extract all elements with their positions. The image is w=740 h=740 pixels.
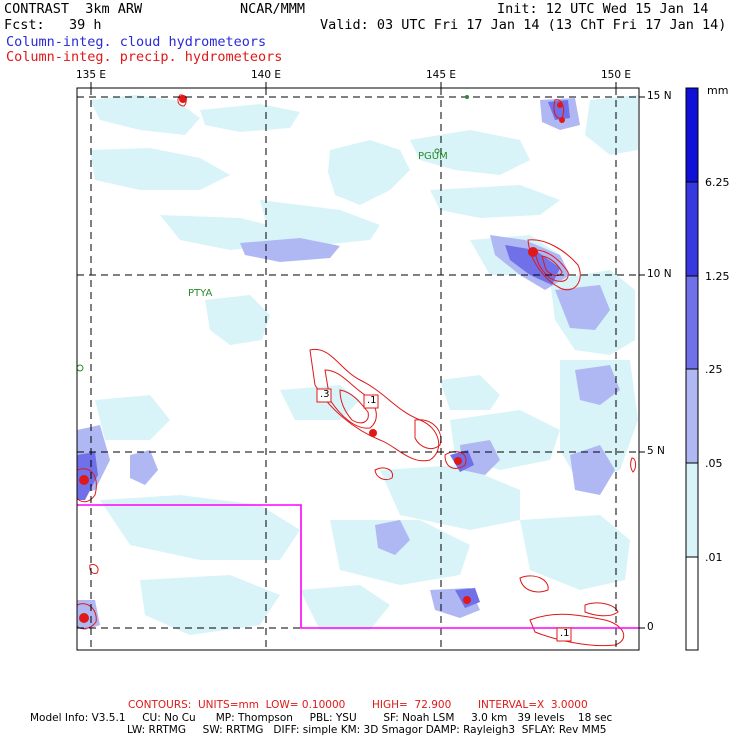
org-label: NCAR/MMM (240, 1, 306, 17)
cloud-level-1 (90, 95, 638, 635)
contour-label: .1 (367, 395, 377, 406)
map-border (76, 87, 640, 651)
colorbar-level-5 (686, 88, 698, 182)
valid-time: Valid: 03 UTC Fri 17 Jan 14 (13 ChT Fri … (320, 17, 727, 33)
precip-maxima (79, 95, 565, 623)
lon-label-150: 150 E (601, 69, 632, 81)
colorbar (685, 87, 699, 651)
lon-label-135: 135 E (76, 69, 107, 81)
forecast-hour: Fcst: 39 h (4, 17, 102, 33)
colorbar-level-1 (686, 463, 698, 557)
contour-label: .3 (320, 389, 330, 400)
lat-label-5n: 5 N (647, 445, 665, 457)
contour-info: CONTOURS: UNITS=mm LOW= 0.10000 HIGH= 72… (128, 699, 588, 711)
colorbar-unit: mm (707, 84, 729, 97)
colorbar-level-3 (686, 276, 698, 369)
init-time: Init: 12 UTC Wed 15 Jan 14 (497, 1, 709, 17)
colorbar-label-0-25: .25 (705, 363, 723, 376)
contour-label: .1 (560, 628, 570, 639)
product-title: CONTRAST 3km ARW (4, 1, 143, 17)
colorbar-label-0-05: .05 (705, 457, 723, 470)
colorbar-label-1-25: 1.25 (705, 270, 730, 283)
station-pgum: PGUM (418, 151, 448, 162)
lat-label-15n: 15 N (647, 90, 672, 102)
lat-label-0: 0 (647, 621, 654, 633)
station-ptya: PTYA (188, 288, 213, 299)
colorbar-label-0-01: .01 (705, 551, 723, 564)
lon-label-145: 145 E (426, 69, 457, 81)
model-info-line1: Model Info: V3.5.1 CU: No Cu MP: Thompso… (30, 712, 613, 724)
lon-label-140: 140 E (251, 69, 282, 81)
colorbar-level-2 (686, 369, 698, 463)
field-cloud-label: Column-integ. cloud hydrometeors (6, 34, 267, 50)
cloud-hydrometeor-fill (77, 95, 638, 635)
model-info-line2: LW: RRTMG SW: RRTMG DIFF: simple KM: 3D … (127, 724, 607, 736)
colorbar-label-6-25: 6.25 (705, 176, 730, 189)
nested-domain-box (77, 504, 639, 629)
colorbar-level-4 (686, 182, 698, 276)
contour-label-boxes (316, 388, 572, 642)
border-ticks (90, 82, 645, 629)
colorbar-level-0 (686, 557, 698, 650)
field-precip-label: Column-integ. precip. hydrometeors (6, 49, 283, 65)
lat-label-10n: 10 N (647, 268, 672, 280)
